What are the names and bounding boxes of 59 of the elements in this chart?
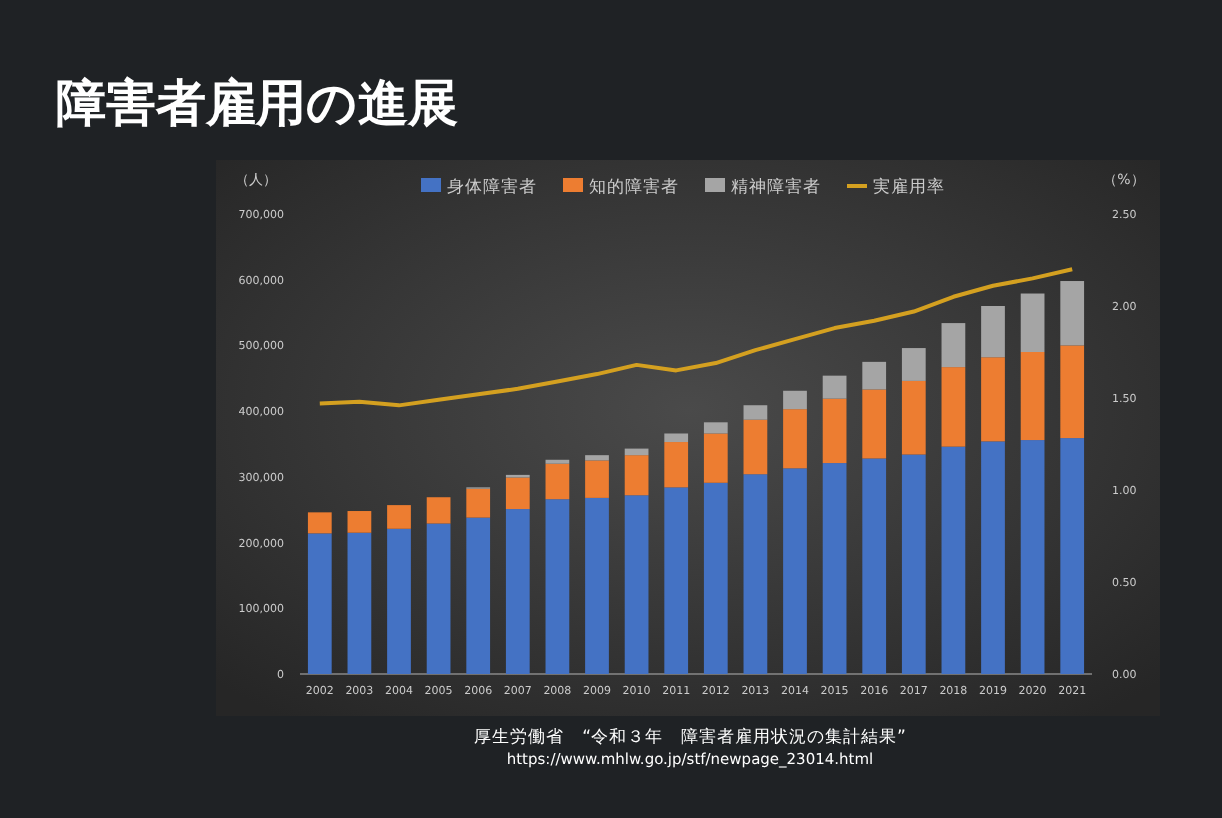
bar: [1020, 440, 1045, 674]
bar: [426, 523, 451, 674]
bar: [783, 390, 807, 410]
bar: [1020, 293, 1045, 352]
bar: [585, 497, 609, 674]
bar: [505, 477, 530, 510]
bar: [347, 532, 372, 674]
bar: [505, 509, 530, 674]
bar: [743, 419, 768, 475]
bar: [703, 482, 728, 674]
bar: [941, 323, 966, 368]
bar: [466, 488, 491, 518]
bar: [624, 455, 649, 496]
bar: [387, 505, 411, 529]
bar: [941, 367, 966, 447]
chart-title: 障害者雇用の進展: [56, 74, 458, 132]
bar: [545, 499, 570, 674]
bar: [981, 357, 1005, 442]
bar: [585, 455, 609, 461]
bar: [1060, 345, 1085, 439]
bar: [703, 433, 728, 483]
bar: [585, 460, 609, 498]
bar: [664, 433, 689, 443]
bar: [545, 463, 570, 500]
bar: [822, 463, 847, 674]
bar: [387, 528, 411, 674]
bar: [981, 306, 1005, 358]
bar: [901, 454, 926, 674]
bar: [862, 361, 887, 390]
bar: [307, 512, 332, 534]
bar: [941, 446, 966, 674]
bar: [862, 389, 887, 459]
bar: [347, 511, 372, 533]
bar: [981, 441, 1005, 674]
line-series: [317, 267, 1075, 408]
legend-label: 実雇用率: [873, 176, 945, 198]
bar: [783, 409, 807, 469]
bar: [426, 497, 451, 524]
bar: [743, 405, 768, 420]
bar: [783, 468, 807, 674]
bar: [624, 495, 649, 674]
bar: [307, 533, 332, 674]
bar: [901, 380, 926, 455]
bar: [862, 458, 887, 674]
bar: [1060, 438, 1085, 674]
bar: [822, 375, 847, 399]
bar: [1020, 352, 1045, 441]
bar: [901, 348, 926, 381]
text: 厚生労働省 “令和３年 障害者雇用状況の集計結果”: [474, 726, 906, 748]
bar: [743, 474, 768, 674]
legend-label: 精神障害者: [731, 176, 821, 198]
bar: [664, 442, 689, 488]
bar: [664, 487, 689, 674]
bar: [466, 517, 491, 674]
legend-label: 身体障害者: [447, 176, 537, 198]
bar: [1060, 281, 1085, 346]
bar: [703, 422, 728, 434]
legend-label: 知的障害者: [589, 176, 679, 198]
bar: [822, 398, 847, 464]
